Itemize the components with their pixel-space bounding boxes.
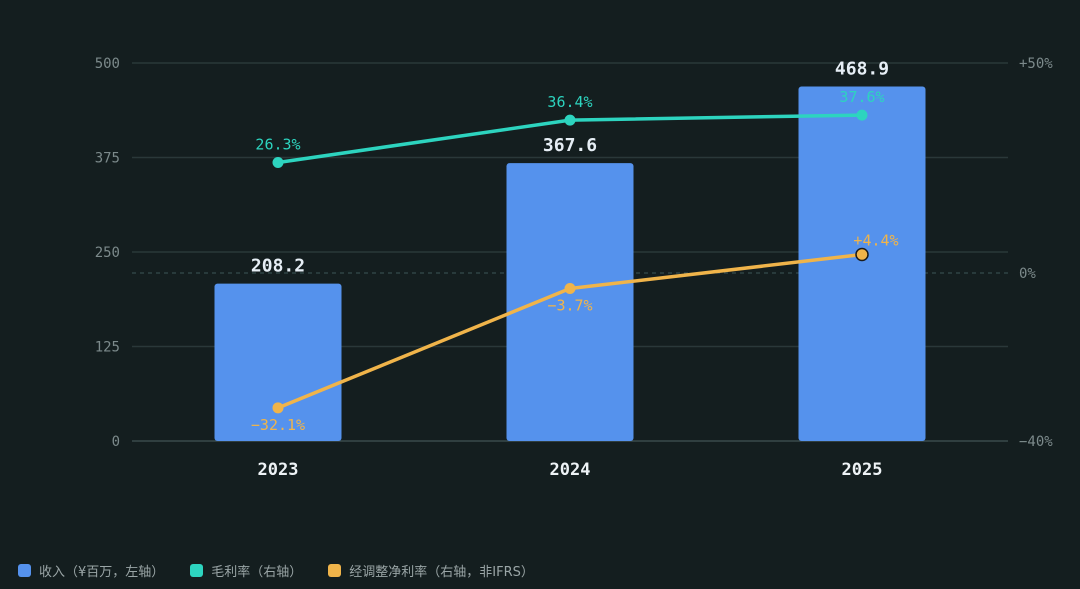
gross-margin-point xyxy=(272,157,284,169)
adjusted-net-margin-value-label: −32.1% xyxy=(251,416,305,434)
adjusted-net-margin-value-label: +4.4% xyxy=(853,232,898,250)
left-tick-label: 125 xyxy=(95,340,120,356)
revenue-value-label: 367.6 xyxy=(543,135,597,156)
left-tick-label: 250 xyxy=(95,245,120,261)
revenue-bars xyxy=(214,86,926,441)
x-axis: 2023 2024 2025 xyxy=(258,460,883,480)
x-tick-label: 2023 xyxy=(258,460,299,480)
margin-lines xyxy=(272,109,869,414)
adjusted-net-margin-point xyxy=(272,402,284,414)
adjusted-net-margin-point xyxy=(564,283,576,295)
revenue-value-label: 468.9 xyxy=(835,59,889,80)
right-tick-label: 0% xyxy=(1019,266,1036,282)
revenue-bar xyxy=(506,163,634,441)
revenue-bar xyxy=(798,86,926,441)
legend-label: 经调整净利率（右轴，非IFRS） xyxy=(349,564,534,580)
gross-margin-value-label: 36.4% xyxy=(547,93,592,111)
gross-margin-point xyxy=(856,109,868,121)
data-labels: 208.2 367.6 468.9 26.3% 36.4% 37.6% −32.1% −3.7… xyxy=(251,59,899,434)
legend-swatch xyxy=(328,563,342,577)
left-y-axis: 0 125 250 375 500 xyxy=(95,56,120,450)
legend-item: 经调整净利率（右轴，非IFRS） xyxy=(328,561,534,580)
legend-label: 毛利率（右轴） xyxy=(211,564,303,580)
revenue-bar xyxy=(214,283,342,441)
adjusted-net-margin-value-label: −3.7% xyxy=(547,297,592,315)
x-tick-label: 2024 xyxy=(550,460,591,480)
legend-swatch xyxy=(18,563,31,577)
legend: 收入（¥百万，左轴） 毛利率（右轴） 经调整净利率（右轴，非IFRS） xyxy=(18,560,560,580)
legend-item: 收入（¥百万，左轴） xyxy=(18,561,164,580)
legend-swatch xyxy=(190,563,204,577)
adjusted-net-margin-point xyxy=(855,247,869,262)
right-tick-label: −40% xyxy=(1019,434,1053,450)
gross-margin-point xyxy=(564,114,576,126)
legend-label: 收入（¥百万，左轴） xyxy=(39,564,165,580)
right-y-axis: −40% 0% +50% xyxy=(1019,56,1053,450)
left-tick-label: 375 xyxy=(95,151,120,167)
revenue-value-label: 208.2 xyxy=(251,256,305,277)
x-tick-label: 2025 xyxy=(842,460,883,480)
left-tick-label: 0 xyxy=(112,434,120,450)
legend-item: 毛利率（右轴） xyxy=(190,561,302,580)
gross-margin-value-label: 26.3% xyxy=(255,136,300,154)
right-tick-label: +50% xyxy=(1019,56,1053,72)
left-tick-label: 500 xyxy=(95,56,120,72)
gross-margin-value-label: 37.6% xyxy=(839,88,884,106)
